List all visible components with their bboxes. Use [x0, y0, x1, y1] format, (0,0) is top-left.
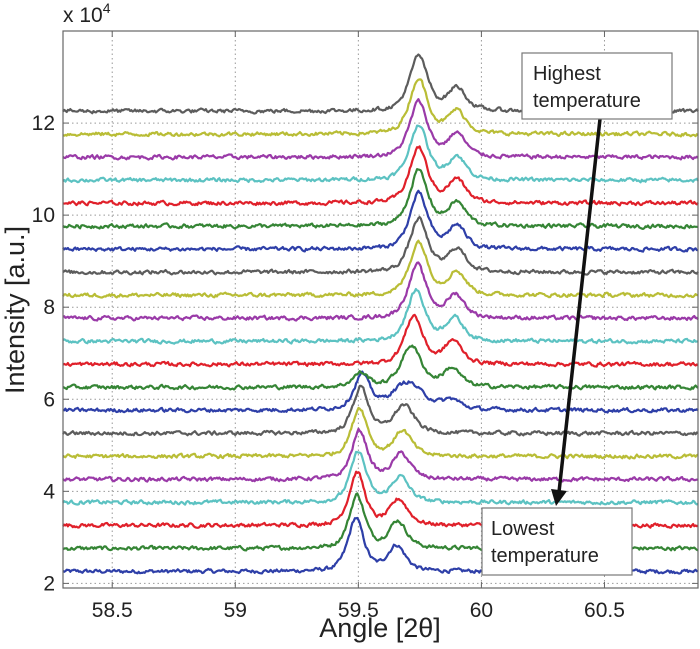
series-line-8: [62, 344, 699, 391]
series-line-15: [62, 168, 699, 230]
y-tick-label: 4: [43, 480, 55, 503]
y-tick-label: 10: [32, 204, 55, 227]
curves: [62, 53, 699, 575]
y-tick-label: 12: [32, 112, 55, 135]
series-line-13: [62, 215, 699, 276]
plot-frame: [62, 30, 699, 589]
y-axis-label: Intensity [a.u.]: [0, 226, 30, 394]
temperature-arrow: [557, 118, 602, 493]
series-line-19: [62, 78, 699, 138]
series-line-12: [62, 239, 699, 299]
series-line-9: [62, 313, 699, 368]
x-tick-label: 59: [224, 599, 247, 622]
ticks: 58.5 59 59.5 60 60.5 2 4 6 8 10 12: [32, 31, 698, 622]
lowest-label-line2: temperature: [491, 545, 599, 567]
x-axis-label: Angle [2θ]: [319, 613, 441, 643]
series-line-5: [62, 406, 699, 460]
y-tick-label: 2: [43, 572, 55, 595]
highest-temperature-box: Highest temperature: [521, 52, 673, 120]
highest-label-line2: temperature: [533, 90, 641, 112]
series-line-11: [62, 261, 699, 322]
lowest-label-line1: Lowest: [491, 518, 555, 540]
highest-label-line1: Highest: [533, 63, 601, 85]
lowest-temperature-box: Lowest temperature: [481, 507, 633, 576]
series-line-14: [62, 189, 699, 253]
x-tick-label: 60: [470, 599, 493, 622]
series-line-4: [62, 427, 698, 483]
series-line-10: [62, 287, 698, 345]
x-tick-label: 60.5: [584, 599, 625, 622]
arrow-head-icon: [551, 489, 567, 506]
series-line-18: [62, 98, 699, 161]
y-tick-label: 8: [43, 296, 55, 319]
x-tick-label: 58.5: [92, 599, 133, 622]
series-line-7: [62, 370, 699, 414]
series-line-6: [62, 384, 699, 437]
series-line-3: [62, 450, 699, 506]
y-multiplier: x 104: [63, 0, 111, 27]
y-tick-label: 6: [43, 388, 55, 411]
x-tick-label: 59.5: [338, 599, 379, 622]
